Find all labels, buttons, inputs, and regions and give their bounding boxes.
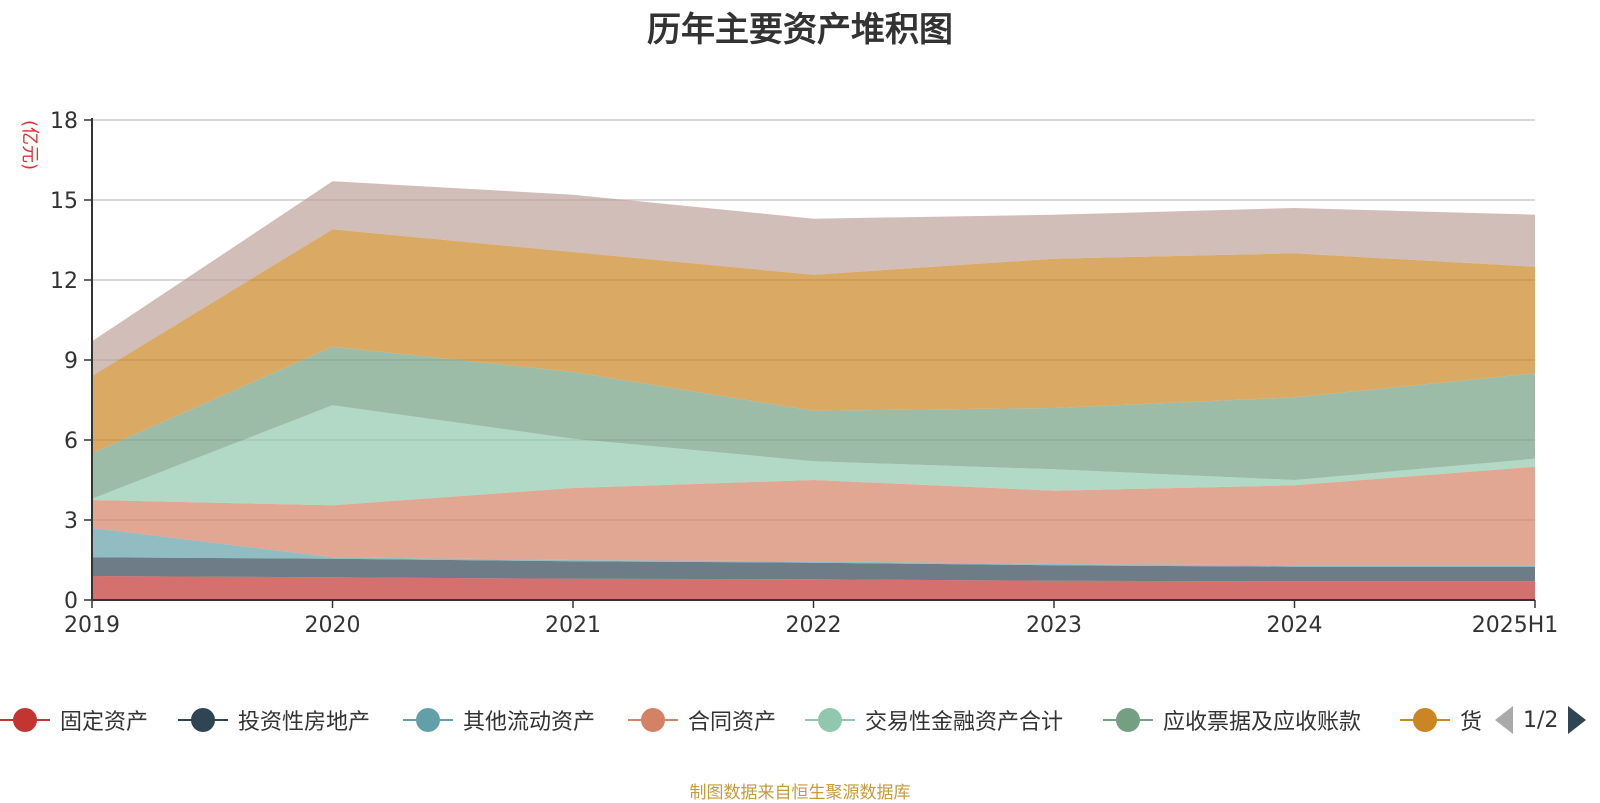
area-series-6 [92,346,1535,499]
area-series-5 [92,405,1535,506]
legend-swatch-icon [403,708,453,732]
legend-page-indicator: 1/2 [1523,707,1559,733]
legend-label: 货 [1460,710,1483,735]
x-tick-label: 2023 [1026,613,1082,638]
legend-item[interactable]: 其他流动资产 [403,700,595,740]
y-tick-label: 12 [50,269,78,294]
y-tick-label: 15 [50,189,78,214]
area-series-1 [92,576,1535,600]
legend-swatch-icon [0,708,50,732]
legend-prev-icon[interactable] [1495,706,1513,734]
legend-label: 其他流动资产 [463,710,596,735]
legend-item[interactable]: 合同资产 [628,700,776,740]
legend-label: 应收票据及应收账款 [1163,710,1362,735]
legend-swatch-icon [805,708,855,732]
area-series-4 [92,466,1535,566]
legend-pager: 1/2 [1495,700,1587,740]
legend-swatch-icon [628,708,678,732]
y-axis-unit-label: (亿元) [19,120,40,170]
legend-item[interactable]: 固定资产 [0,700,148,740]
area-series-7 [92,229,1535,454]
area-series-2 [92,557,1535,582]
legend-label: 交易性金融资产合计 [865,710,1064,735]
legend: 固定资产 投资性房地产 其他流动资产 合同资产 交易性金融资产合计 应收票据及应收账款 货 [0,700,1600,740]
legend-label: 合同资产 [688,710,777,735]
x-tick-label: 2021 [545,613,601,638]
y-tick-label: 18 [50,109,78,134]
legend-swatch-icon [178,708,228,732]
legend-swatch-icon [1103,708,1153,732]
legend-label: 投资性房地产 [238,710,371,735]
x-tick-label: 2020 [305,613,361,638]
x-tick-label: 2024 [1267,613,1323,638]
y-tick-label: 3 [64,509,78,534]
legend-label: 固定资产 [60,710,149,735]
chart-area: 0 3 6 9 12 15 18 2019 2020 2021 2022 2023 2024 2025H1… [19,109,1558,638]
legend-item[interactable]: 货 [1400,700,1482,740]
legend-item[interactable]: 交易性金融资产合计 [805,700,1063,740]
x-tick-label: 2025H1 [1472,613,1559,638]
data-source-note: 制图数据来自恒生聚源数据库 [689,783,911,803]
axes: 0 3 6 9 12 15 18 2019 2020 2021 2022 2023 2024 2025H1 [50,109,1558,638]
y-tick-label: 9 [64,349,78,374]
area-series-8 [92,181,1535,376]
chart-title: 历年主要资产堆积图 [647,10,953,50]
y-tick-label: 6 [64,429,78,454]
y-tick-label: 0 [64,589,78,614]
area-series-group [92,181,1535,600]
legend-next-icon[interactable] [1568,706,1587,734]
x-tick-label: 2019 [64,613,120,638]
legend-item[interactable]: 应收票据及应收账款 [1103,700,1361,740]
x-tick-label: 2022 [786,613,842,638]
legend-swatch-icon [1400,708,1450,732]
legend-item[interactable]: 投资性房地产 [178,700,370,740]
